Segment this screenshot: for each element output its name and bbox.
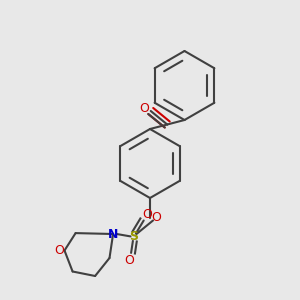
Text: O: O	[54, 244, 64, 257]
Text: O: O	[124, 254, 134, 267]
Text: S: S	[129, 230, 138, 244]
Text: O: O	[139, 101, 149, 115]
Text: N: N	[108, 227, 118, 241]
Text: O: O	[152, 211, 161, 224]
Text: O: O	[142, 208, 152, 221]
